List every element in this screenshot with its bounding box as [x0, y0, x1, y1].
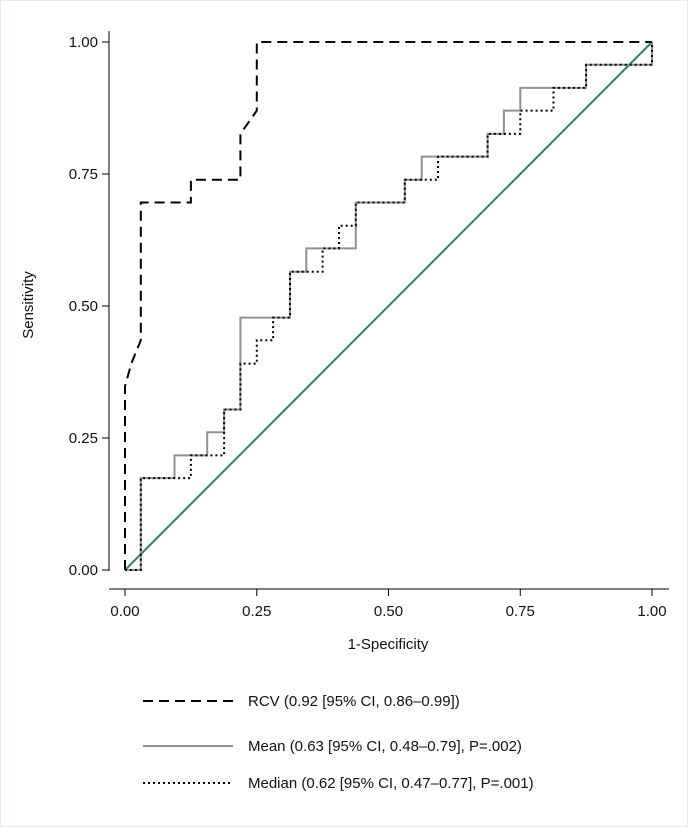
plot-lines: [124, 41, 653, 571]
y-tick-label: 0.50: [69, 298, 98, 315]
series-line-0: [124, 41, 652, 570]
x-tick-label: 0.50: [374, 603, 403, 620]
legend-label-2: Median (0.62 [95% CI, 0.47–0.77], P=.001…: [248, 775, 534, 792]
x-axis-title: 1-Specificity: [348, 636, 429, 653]
y-tick-label: 0.75: [69, 166, 98, 183]
series-line-2: [125, 42, 653, 571]
y-tick-label: 1.00: [69, 34, 98, 51]
x-ticks: 0.00 0.25 0.50 0.75 1.00: [110, 589, 667, 620]
series-line-3: [124, 41, 653, 571]
legend-label-1: Mean (0.63 [95% CI, 0.48–0.79], P=.002): [248, 738, 522, 755]
y-tick-label: 0.25: [69, 430, 98, 447]
x-tick-label: 0.25: [242, 603, 271, 620]
y-ticks: 0.00 0.25 0.50 0.75 1.00: [69, 34, 109, 579]
y-tick-label: 0.00: [69, 562, 98, 579]
x-tick-label: 1.00: [637, 603, 666, 620]
legend-label-0: RCV (0.92 [95% CI, 0.86–0.99]): [248, 693, 460, 710]
x-tick-label: 0.00: [110, 603, 139, 620]
axes: 0.00 0.25 0.50 0.75 1.00 0.00 0.25 0.50 0.75 1.0…: [69, 31, 669, 620]
x-tick-label: 0.75: [506, 603, 535, 620]
y-axis-title: Sensitivity: [20, 271, 37, 339]
legend: RCV (0.92 [95% CI, 0.86–0.99]) Mean (0.63…: [143, 693, 534, 792]
